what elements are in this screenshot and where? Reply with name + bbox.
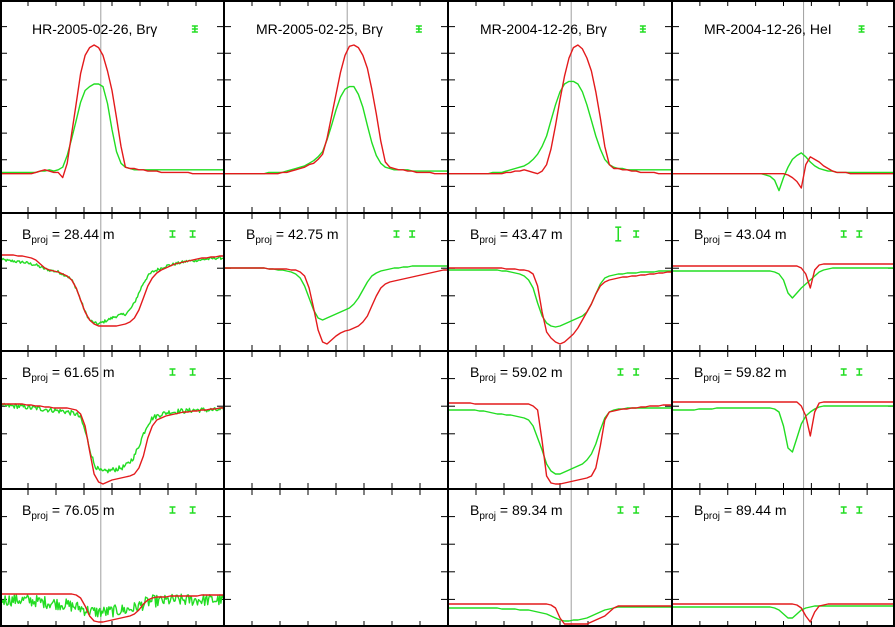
series-observed-line [0, 402, 225, 474]
series-model-line [0, 254, 224, 327]
series-model-line [448, 44, 672, 175]
series-model-line [672, 263, 895, 289]
baseline-label: Bproj = 59.82 m [694, 364, 787, 384]
series-model-line [0, 593, 224, 623]
baseline-label: Bproj = 76.05 m [22, 502, 115, 522]
baseline-label-main: B [470, 502, 479, 518]
baseline-label-sub: proj [479, 373, 496, 384]
baseline-label-sub: proj [479, 235, 496, 246]
baseline-label: Bproj = 43.47 m [470, 226, 563, 246]
baseline-label-value: = 43.47 m [496, 226, 563, 242]
series-model-line [672, 401, 895, 437]
baseline-label-main: B [22, 226, 31, 242]
series-observed-line [0, 83, 224, 174]
baseline-label: Bproj = 61.65 m [22, 364, 115, 384]
series-observed-line [448, 606, 672, 622]
baseline-label-value: = 61.65 m [48, 364, 115, 380]
series-observed-line [672, 605, 895, 619]
baseline-label: Bproj = 28.44 m [22, 226, 115, 246]
series-observed-line [448, 407, 672, 475]
baseline-label-value: = 42.75 m [272, 226, 339, 242]
baseline-label: Bproj = 89.44 m [694, 502, 787, 522]
baseline-label-value: = 89.34 m [496, 502, 563, 518]
baseline-label-main: B [22, 364, 31, 380]
panel-title: MR-2004-12-26, HeI [704, 21, 832, 37]
baseline-label-sub: proj [31, 373, 48, 384]
baseline-label: Bproj = 42.75 m [246, 226, 339, 246]
series-observed-line [0, 255, 225, 326]
baseline-label-main: B [694, 364, 703, 380]
panel-title: MR-2005-02-25, Brγ [256, 21, 383, 37]
baseline-label-value: = 28.44 m [48, 226, 115, 242]
series-observed-line [224, 85, 448, 175]
baseline-label-main: B [694, 502, 703, 518]
series-observed-line [448, 269, 672, 328]
series-observed-line [672, 152, 895, 192]
series-model-line [448, 603, 672, 625]
baseline-label-main: B [470, 364, 479, 380]
series-observed-line [0, 593, 225, 618]
series-model-line [0, 44, 224, 179]
baseline-label-sub: proj [255, 235, 272, 246]
baseline-label: Bproj = 59.02 m [470, 364, 563, 384]
baseline-label-value: = 89.44 m [720, 502, 787, 518]
panel-title: MR-2004-12-26, Brγ [480, 21, 607, 37]
baseline-label-sub: proj [703, 511, 720, 522]
series-model-line [224, 44, 448, 175]
panel-title: HR-2005-02-26, Brγ [32, 21, 157, 37]
baseline-label-value: = 43.04 m [720, 226, 787, 242]
series-model-line [224, 267, 448, 345]
baseline-label-sub: proj [31, 235, 48, 246]
baseline-label-main: B [22, 502, 31, 518]
baseline-label-main: B [470, 226, 479, 242]
baseline-label-sub: proj [703, 373, 720, 384]
series-model-line [672, 603, 895, 623]
series-model-line [448, 267, 672, 345]
baseline-label: Bproj = 43.04 m [694, 226, 787, 246]
series-model-line [448, 402, 672, 485]
series-model-line [0, 403, 224, 485]
series-observed-line [672, 405, 895, 453]
baseline-label-sub: proj [31, 511, 48, 522]
series-observed-line [224, 265, 448, 321]
baseline-label: Bproj = 89.34 m [470, 502, 563, 522]
series-model-line [672, 156, 895, 189]
baseline-label-main: B [694, 226, 703, 242]
baseline-label-sub: proj [703, 235, 720, 246]
series-observed-line [448, 80, 672, 175]
baseline-label-value: = 59.82 m [720, 364, 787, 380]
series-observed-line [672, 267, 895, 299]
baseline-label-value: = 76.05 m [48, 502, 115, 518]
baseline-label-sub: proj [479, 511, 496, 522]
baseline-label-value: = 59.02 m [496, 364, 563, 380]
baseline-label-main: B [246, 226, 255, 242]
